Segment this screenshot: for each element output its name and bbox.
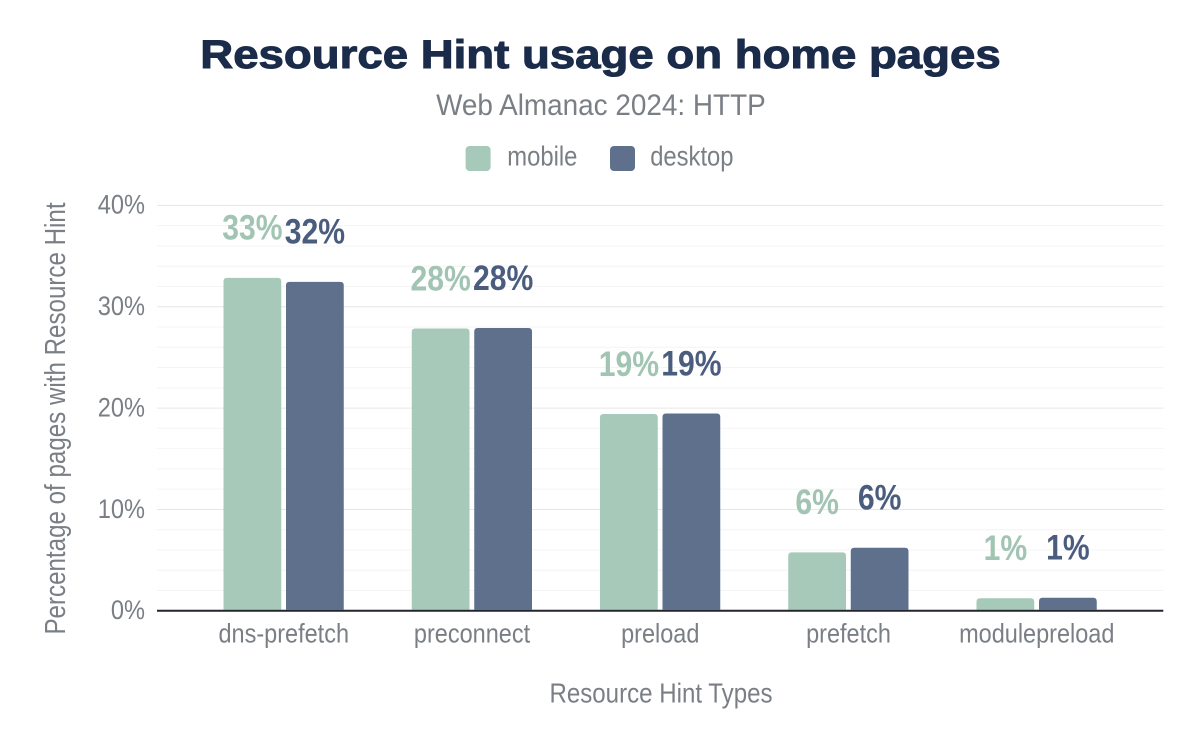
svg-text:Web Almanac 2024: HTTP: Web Almanac 2024: HTTP — [436, 89, 766, 122]
svg-text:1%: 1% — [1046, 527, 1090, 567]
svg-text:Percentage of pages with Resou: Percentage of pages with Resource Hint — [39, 202, 72, 635]
svg-text:40%: 40% — [98, 190, 145, 220]
svg-text:10%: 10% — [98, 494, 145, 524]
svg-text:0%: 0% — [111, 596, 145, 626]
svg-text:6%: 6% — [795, 482, 839, 522]
svg-text:prefetch: prefetch — [806, 619, 891, 649]
svg-text:Resource Hint Types: Resource Hint Types — [549, 677, 772, 709]
svg-text:30%: 30% — [98, 292, 145, 322]
svg-text:32%: 32% — [285, 211, 345, 251]
svg-text:mobile: mobile — [507, 140, 577, 172]
svg-text:dns-prefetch: dns-prefetch — [218, 619, 349, 649]
svg-text:28%: 28% — [473, 257, 533, 297]
svg-text:19%: 19% — [599, 343, 659, 383]
svg-text:desktop: desktop — [650, 140, 733, 172]
svg-text:33%: 33% — [222, 207, 282, 247]
svg-text:preload: preload — [621, 619, 699, 649]
svg-text:modulepreload: modulepreload — [959, 619, 1114, 649]
svg-text:19%: 19% — [661, 343, 721, 383]
svg-text:preconnect: preconnect — [414, 619, 530, 649]
svg-text:6%: 6% — [858, 477, 902, 517]
svg-text:Resource Hint usage on home pa: Resource Hint usage on home pages — [200, 33, 1000, 78]
svg-text:20%: 20% — [98, 393, 145, 423]
svg-text:1%: 1% — [984, 528, 1028, 568]
svg-text:28%: 28% — [410, 258, 470, 298]
